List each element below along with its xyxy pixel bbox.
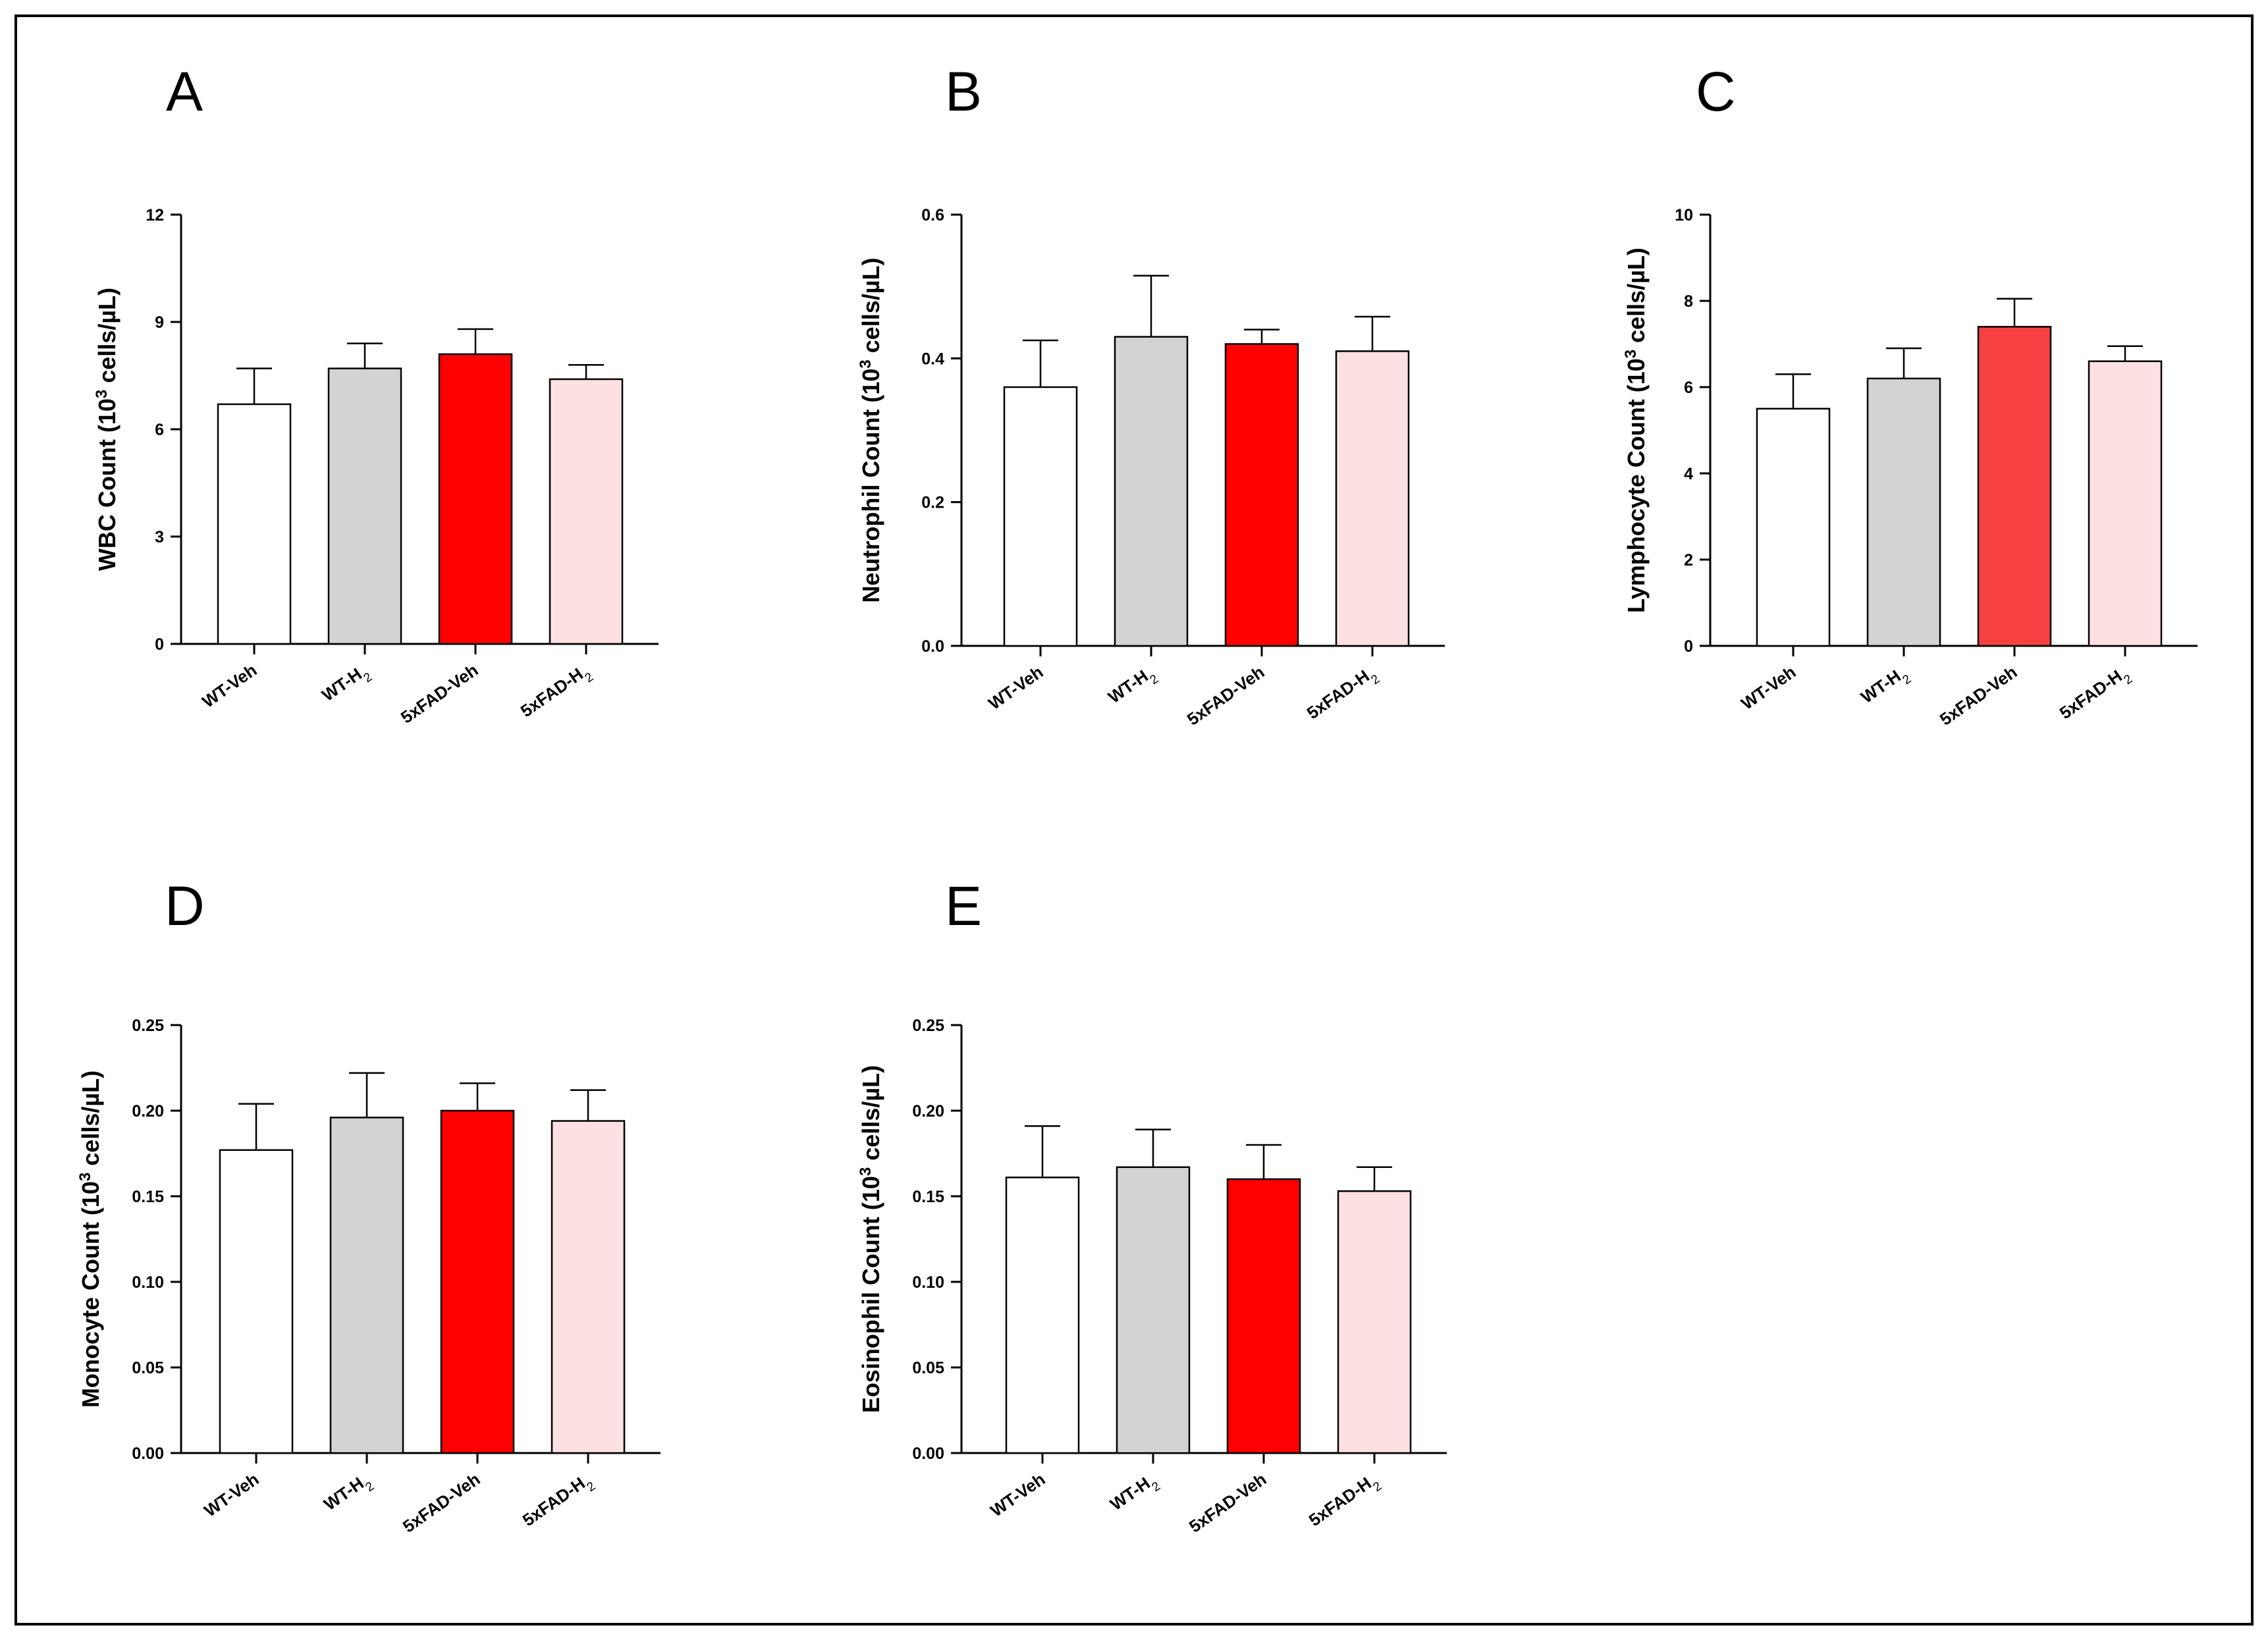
y-axis-title: Monocyte Count (103 cells/µL): [76, 1071, 105, 1408]
bar: [327, 367, 402, 645]
y-axis-title-text: Lymphocyte Count (10: [1623, 358, 1650, 613]
bar: [551, 1120, 626, 1454]
y-axis-title-units: cells/µL): [1623, 248, 1650, 350]
panel-letter: A: [166, 61, 203, 122]
bar: [2088, 360, 2163, 647]
y-tick-label: 0.10: [912, 1273, 944, 1292]
y-tick-label: 0.25: [912, 1017, 944, 1035]
y-tick-label: 12: [146, 206, 164, 225]
bar: [329, 1117, 404, 1454]
y-tick-label: 4: [1684, 465, 1693, 483]
bar: [1005, 1177, 1080, 1454]
bar: [1224, 343, 1299, 647]
y-tick-label: 0.05: [132, 1359, 164, 1377]
bar: [1337, 1190, 1412, 1454]
y-tick-label: 0.25: [132, 1017, 164, 1035]
y-tick-label: 0.10: [132, 1273, 164, 1292]
y-tick-label: 0.00: [912, 1444, 944, 1463]
y-axis-title: WBC Count (103 cells/µL): [93, 288, 121, 571]
bar: [1866, 377, 1941, 647]
y-tick-label: 0.0: [921, 637, 944, 656]
y-tick-label: 3: [155, 528, 164, 546]
panel-letter: C: [1696, 61, 1736, 122]
y-axis-title-superscript: 3: [857, 1167, 875, 1176]
y-axis-title: Eosinophil Count (103 cells/µL): [857, 1065, 885, 1413]
y-tick-label: 0.15: [132, 1188, 164, 1206]
bar: [1226, 1178, 1301, 1454]
bar: [440, 1109, 515, 1454]
y-tick-label: 0: [1684, 637, 1693, 656]
y-axis-title-text: WBC Count (10: [94, 398, 121, 571]
y-tick-label: 0.05: [912, 1359, 944, 1377]
y-axis-title-superscript: 3: [76, 1173, 94, 1181]
y-tick-label: 9: [155, 313, 164, 332]
y-axis-title-units: cells/µL): [857, 1065, 884, 1167]
panel-letter: D: [165, 875, 205, 937]
y-tick-label: 0.4: [921, 350, 944, 368]
bar: [1756, 408, 1831, 647]
y-tick-label: 0.20: [132, 1102, 164, 1121]
y-axis-title-units: cells/µL): [77, 1071, 104, 1173]
y-tick-label: 0.20: [912, 1102, 944, 1121]
bar: [438, 353, 513, 645]
y-tick-label: 8: [1684, 292, 1693, 311]
y-axis-title-text: Eosinophil Count (10: [857, 1176, 884, 1413]
y-axis-title-superscript: 3: [857, 359, 875, 368]
y-axis-title: Neutrophil Count (103 cells/µL): [857, 257, 885, 602]
bar: [549, 378, 624, 645]
y-tick-label: 0.00: [132, 1444, 164, 1463]
y-tick-label: 0.15: [912, 1188, 944, 1206]
y-tick-label: 2: [1684, 551, 1693, 569]
y-axis-title: Lymphocyte Count (103 cells/µL): [1622, 248, 1650, 613]
y-axis-title-superscript: 3: [93, 390, 111, 398]
y-tick-label: 6: [1684, 379, 1693, 397]
bar: [219, 1149, 294, 1454]
bar: [1114, 336, 1189, 647]
y-axis-title-superscript: 3: [1622, 350, 1640, 358]
bar: [1003, 386, 1078, 647]
y-tick-label: 0.2: [921, 494, 944, 512]
bar: [1335, 350, 1410, 647]
y-tick-label: 0: [155, 635, 164, 654]
panel-letter: E: [945, 875, 982, 937]
bar: [217, 403, 292, 645]
y-tick-label: 0.6: [921, 206, 944, 225]
bar: [1977, 326, 2052, 647]
panel-letter: B: [945, 61, 982, 122]
y-axis-title-text: Monocyte Count (10: [77, 1181, 104, 1408]
y-tick-label: 10: [1675, 206, 1693, 225]
y-tick-label: 6: [155, 421, 164, 439]
panel-e: E 0.00 0.05 0.10 0.15 0.20 0.25 Eosinophil Coun…: [857, 875, 1447, 1537]
y-axis-title-units: cells/µL): [94, 288, 121, 390]
y-axis-title-text: Neutrophil Count (10: [857, 369, 884, 603]
bar: [1116, 1166, 1191, 1454]
y-axis-title-units: cells/µL): [857, 257, 884, 359]
